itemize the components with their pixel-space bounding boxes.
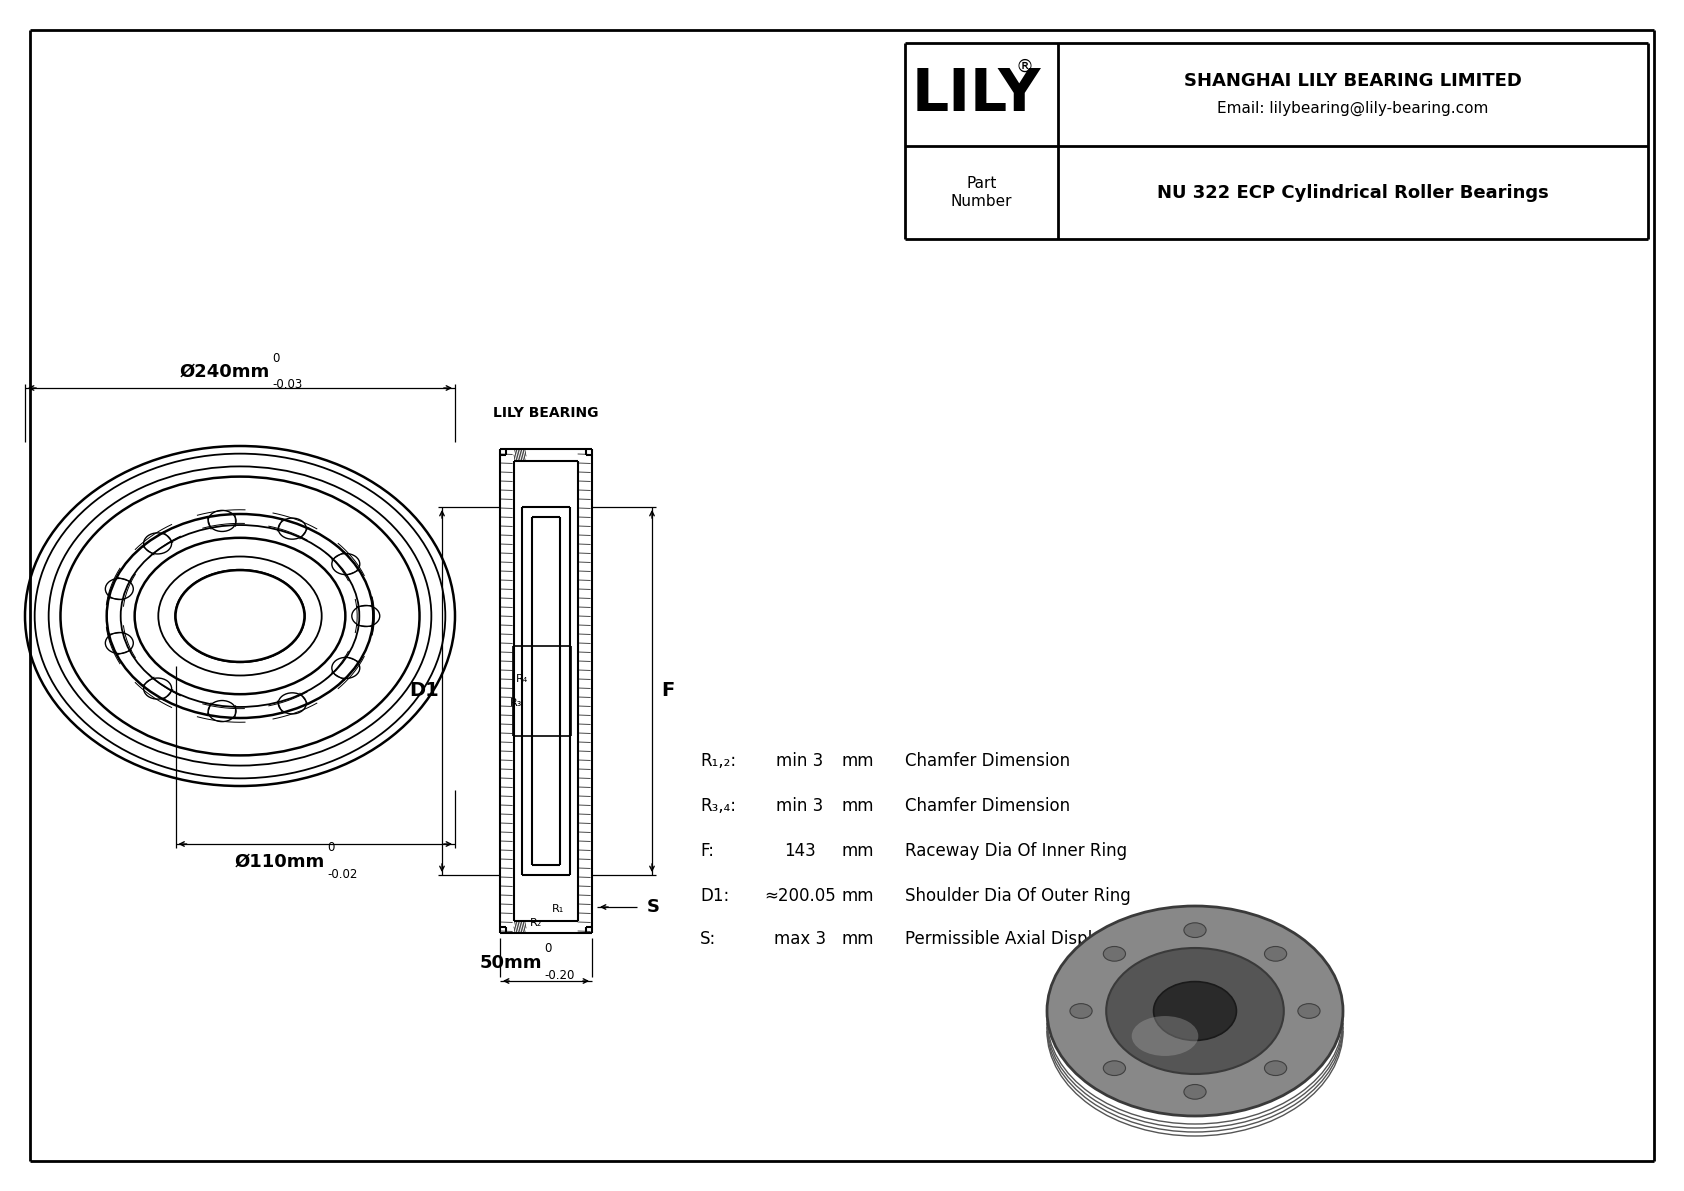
Ellipse shape [1184, 1085, 1206, 1099]
Ellipse shape [1047, 906, 1344, 1116]
Ellipse shape [1103, 947, 1125, 961]
Text: -0.03: -0.03 [273, 378, 301, 391]
Ellipse shape [1106, 948, 1283, 1074]
Text: LILY BEARING: LILY BEARING [493, 406, 600, 420]
Text: SHANGHAI LILY BEARING LIMITED: SHANGHAI LILY BEARING LIMITED [1184, 71, 1522, 89]
Text: -0.02: -0.02 [327, 868, 357, 881]
Ellipse shape [1154, 981, 1236, 1041]
Text: 50mm: 50mm [480, 954, 542, 972]
Text: 0: 0 [544, 942, 551, 955]
Text: R₂: R₂ [530, 918, 542, 928]
Text: D1: D1 [409, 681, 440, 700]
Text: NU 322 ECP Cylindrical Roller Bearings: NU 322 ECP Cylindrical Roller Bearings [1157, 183, 1549, 201]
Text: min 3: min 3 [776, 752, 823, 771]
Text: mm: mm [842, 842, 874, 860]
Text: 143: 143 [785, 842, 815, 860]
Text: mm: mm [842, 797, 874, 815]
Ellipse shape [1132, 1016, 1199, 1056]
Text: Part
Number: Part Number [951, 176, 1012, 208]
Text: Chamfer Dimension: Chamfer Dimension [904, 752, 1069, 771]
Text: R₁: R₁ [552, 904, 564, 913]
Text: Shoulder Dia Of Outer Ring: Shoulder Dia Of Outer Ring [904, 887, 1130, 905]
Text: Raceway Dia Of Inner Ring: Raceway Dia Of Inner Ring [904, 842, 1127, 860]
Text: mm: mm [842, 887, 874, 905]
Text: S: S [647, 898, 660, 916]
Text: 0: 0 [327, 841, 335, 854]
Text: 0: 0 [273, 353, 280, 364]
Text: F:: F: [701, 842, 714, 860]
Text: R₃: R₃ [510, 698, 522, 707]
Ellipse shape [1184, 923, 1206, 937]
Text: min 3: min 3 [776, 797, 823, 815]
Text: F: F [662, 681, 675, 700]
Text: R₃,₄:: R₃,₄: [701, 797, 736, 815]
Text: mm: mm [842, 752, 874, 771]
Text: ®: ® [1015, 57, 1034, 75]
Ellipse shape [1265, 1061, 1287, 1075]
Ellipse shape [1069, 1004, 1093, 1018]
Ellipse shape [175, 570, 305, 662]
Text: Ø240mm: Ø240mm [180, 363, 269, 381]
Text: mm: mm [842, 930, 874, 948]
Text: ≈200.05: ≈200.05 [765, 887, 835, 905]
Ellipse shape [1103, 1061, 1125, 1075]
Text: S:: S: [701, 930, 716, 948]
Text: R₄: R₄ [515, 674, 529, 684]
Text: max 3: max 3 [775, 930, 827, 948]
Text: R₁,₂:: R₁,₂: [701, 752, 736, 771]
Ellipse shape [1265, 947, 1287, 961]
Text: Chamfer Dimension: Chamfer Dimension [904, 797, 1069, 815]
Text: D1:: D1: [701, 887, 729, 905]
Text: -0.20: -0.20 [544, 969, 574, 983]
Text: Email: lilybearing@lily-bearing.com: Email: lilybearing@lily-bearing.com [1218, 101, 1489, 116]
Text: Permissible Axial Displacement: Permissible Axial Displacement [904, 930, 1165, 948]
Text: Ø110mm: Ø110mm [236, 853, 325, 871]
Ellipse shape [1298, 1004, 1320, 1018]
Text: LILY: LILY [911, 66, 1041, 123]
